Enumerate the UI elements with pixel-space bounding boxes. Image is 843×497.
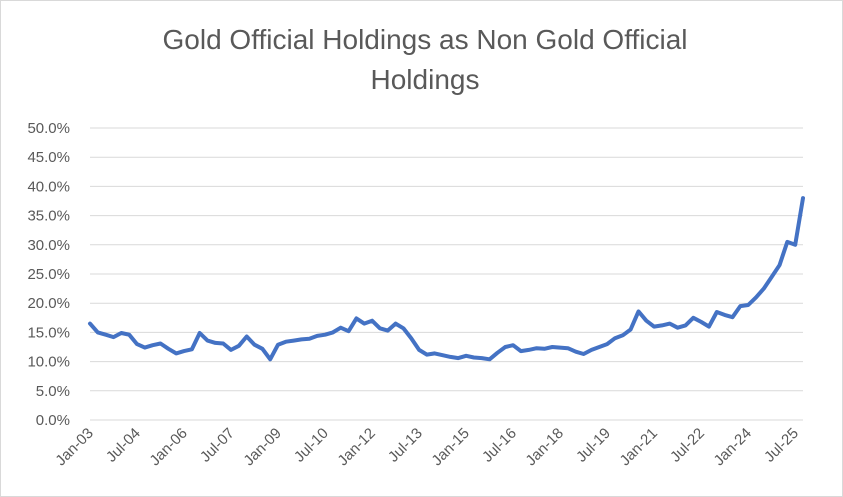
y-tick-label: 30.0%	[27, 237, 70, 254]
chart-title: Gold Official Holdings as Non Gold Offic…	[162, 24, 688, 95]
y-tick-label: 40.0%	[27, 178, 70, 195]
y-tick-label: 0.0%	[36, 412, 70, 429]
x-tick-label: Jul-19	[573, 425, 614, 466]
x-tick-label: Jan-06	[146, 425, 190, 469]
y-tick-label: 10.0%	[27, 354, 70, 371]
x-tick-label: Jan-09	[240, 425, 284, 469]
x-tick-label: Jul-07	[197, 425, 238, 466]
y-tick-label: 5.0%	[36, 383, 70, 400]
x-tick-label: Jul-04	[103, 425, 144, 466]
x-tick-label: Jul-13	[385, 425, 426, 466]
x-tick-label: Jul-25	[761, 425, 802, 466]
y-tick-label: 45.0%	[27, 149, 70, 166]
x-tick-label: Jan-12	[334, 425, 378, 469]
x-tick-label: Jan-18	[522, 425, 566, 469]
y-tick-label: 15.0%	[27, 324, 70, 341]
y-tick-label: 25.0%	[27, 266, 70, 283]
x-tick-label: Jan-24	[711, 425, 755, 469]
x-tick-label: Jul-10	[291, 425, 332, 466]
x-tick-label: Jul-22	[667, 425, 708, 466]
y-tick-label: 20.0%	[27, 295, 70, 312]
y-tick-label: 35.0%	[27, 208, 70, 225]
y-tick-label: 50.0%	[27, 120, 70, 137]
series-line	[88, 196, 805, 362]
x-tick-label: Jul-16	[479, 425, 520, 466]
x-tick-label: Jan-15	[428, 425, 472, 469]
x-tick-label: Jan-21	[617, 425, 661, 469]
x-tick-label: Jan-03	[52, 425, 96, 469]
